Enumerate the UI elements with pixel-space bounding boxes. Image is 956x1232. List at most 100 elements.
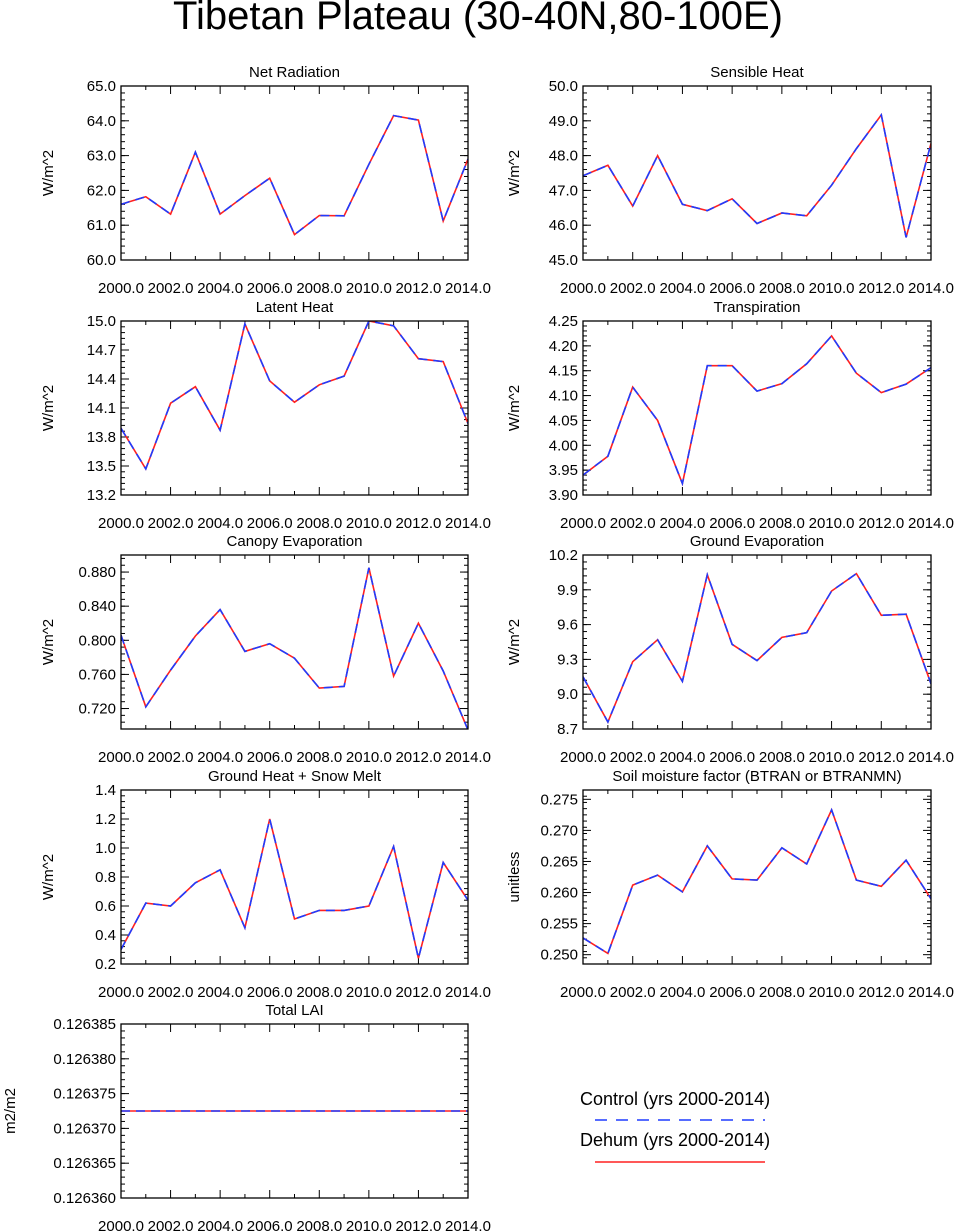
y-tick-label: 0.126370 [53,1120,116,1137]
control-series-line [583,571,931,724]
x-tick-label: 2000.0 [560,749,606,766]
plot-frame [120,554,469,730]
x-tick-label: 2002.0 [610,280,656,297]
dehum-series-line [583,334,931,487]
y-axis-label: W/m^2 [506,385,523,431]
dehum-series-line [583,807,931,955]
y-tick-label: 45.0 [549,252,578,269]
x-tick-label: 2000.0 [98,984,144,1001]
y-tick-label: 4.10 [549,388,578,405]
x-tick-label: 2014.0 [445,515,491,532]
y-tick-label: 0.880 [78,564,116,581]
y-tick-label: 60.0 [87,252,116,269]
panel-7: Ground Heat + Snow Melt W/m^2 1.4 1.2 1.0 0.8… [40,768,491,1001]
y-axis-label: unitless [506,852,523,903]
x-tick-label: 2004.0 [659,280,705,297]
x-tick-label: 2014.0 [445,984,491,1001]
y-tick-label: 0.126375 [53,1086,116,1103]
x-tick-label: 2012.0 [395,984,441,1001]
panel-6: Ground Evaporation W/m^2 10.2 9.9 9.6 9.3 9.0 8… [506,533,954,766]
x-tick-label: 2004.0 [197,984,243,1001]
x-tick-label: 2010.0 [346,984,392,1001]
panel-2: Sensible Heat W/m^2 50.0 49.0 48.0 47.0 46.0 45… [506,64,954,297]
y-tick-label: 0.265 [540,853,578,870]
plot-frame [582,554,932,730]
x-tick-label: 2014.0 [445,749,491,766]
x-tick-label: 2004.0 [197,515,243,532]
y-tick-label: 4.25 [549,313,578,330]
dehum-series-line [583,571,931,724]
y-tick-label: 13.2 [87,487,116,504]
x-tick-label: 2002.0 [610,984,656,1001]
panel-title: Total LAI [265,1002,323,1019]
y-tick-label: 4.05 [549,412,578,429]
x-tick-label: 2008.0 [759,984,805,1001]
x-tick-label: 2004.0 [197,1218,243,1232]
x-tick-label: 2014.0 [908,749,954,766]
y-tick-label: 4.20 [549,338,578,355]
y-tick-label: 0.126360 [53,1190,116,1207]
x-tick-label: 2006.0 [709,749,755,766]
x-tick-label: 2010.0 [346,515,392,532]
plot-frame [582,85,932,261]
x-tick-label: 2004.0 [197,280,243,297]
y-tick-label: 14.7 [87,342,116,359]
y-axis-label: W/m^2 [40,619,57,665]
x-tick-label: 2004.0 [659,749,705,766]
y-tick-label: 3.95 [549,462,578,479]
y-tick-label: 1.4 [95,782,116,799]
y-tick-label: 61.0 [87,217,116,234]
y-tick-label: 1.0 [95,840,116,857]
x-tick-label: 2008.0 [759,515,805,532]
x-tick-label: 2012.0 [395,515,441,532]
y-axis-label: W/m^2 [506,150,523,196]
panel-title: Transpiration [714,299,801,316]
x-tick-label: 2008.0 [296,280,342,297]
panel-1: Net Radiation W/m^2 65.0 64.0 63.0 62.0 61.0 60… [40,64,491,297]
x-tick-label: 2012.0 [858,280,904,297]
y-tick-label: 9.0 [557,686,578,703]
x-tick-label: 2010.0 [809,515,855,532]
panel-title: Canopy Evaporation [227,533,363,550]
x-tick-label: 2010.0 [809,749,855,766]
x-tick-label: 2012.0 [858,515,904,532]
y-axis-label: W/m^2 [506,619,523,665]
x-tick-label: 2000.0 [560,984,606,1001]
plot-frame [120,85,469,261]
y-tick-label: 0.2 [95,956,116,973]
dehum-series-line [583,112,931,238]
y-tick-label: 14.1 [87,400,116,417]
plot-frame [582,789,932,965]
x-tick-label: 2014.0 [908,280,954,297]
plot-frame [120,320,469,496]
legend-dehum-label: Dehum (yrs 2000-2014) [580,1130,770,1150]
y-tick-label: 64.0 [87,113,116,130]
x-tick-label: 2000.0 [560,515,606,532]
y-tick-label: 1.2 [95,811,116,828]
control-series-line [583,334,931,487]
y-tick-label: 0.126380 [53,1051,116,1068]
x-tick-label: 2008.0 [296,749,342,766]
panel-title: Latent Heat [256,299,334,316]
dehum-series-line [121,567,468,729]
x-tick-label: 2010.0 [346,280,392,297]
x-tick-label: 2006.0 [709,984,755,1001]
x-tick-label: 2010.0 [809,280,855,297]
y-tick-label: 65.0 [87,78,116,95]
y-tick-label: 0.126365 [53,1155,116,1172]
panel-9: Total LAI m2/m2 0.126385 0.126380 0.126375 0.… [2,1002,491,1232]
x-tick-label: 2002.0 [148,1218,194,1232]
x-tick-label: 2002.0 [610,515,656,532]
x-tick-label: 2002.0 [610,749,656,766]
panel-title: Ground Evaporation [690,533,824,550]
x-tick-label: 2006.0 [247,749,293,766]
x-tick-label: 2012.0 [858,749,904,766]
x-tick-label: 2006.0 [247,984,293,1001]
x-tick-label: 2006.0 [247,515,293,532]
x-tick-label: 2012.0 [395,749,441,766]
y-tick-label: 0.760 [78,666,116,683]
y-tick-label: 0.250 [540,947,578,964]
control-series-line [121,114,468,236]
x-tick-label: 2002.0 [148,280,194,297]
